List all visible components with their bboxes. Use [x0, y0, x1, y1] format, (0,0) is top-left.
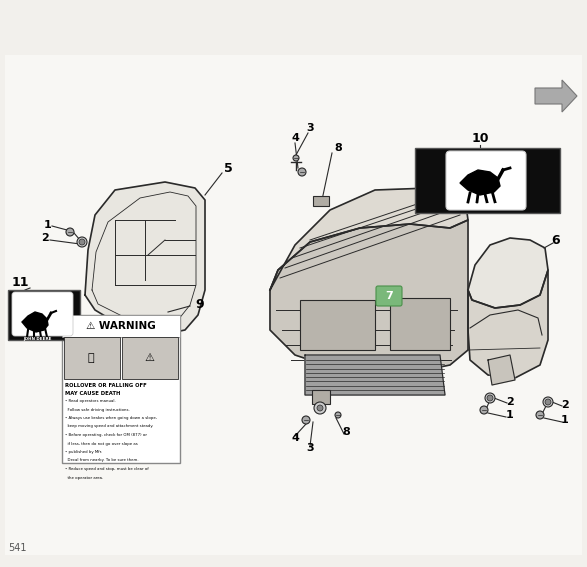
Circle shape — [314, 402, 326, 414]
Text: ⚠ WARNING: ⚠ WARNING — [86, 321, 156, 331]
Text: 5: 5 — [224, 162, 232, 175]
Text: JOHN DEERE: JOHN DEERE — [23, 337, 51, 341]
Polygon shape — [85, 182, 205, 335]
Bar — [415, 148, 560, 213]
Bar — [62, 315, 180, 337]
Text: 9: 9 — [195, 298, 204, 311]
Polygon shape — [460, 170, 500, 195]
Bar — [5, 55, 582, 555]
Text: 7: 7 — [385, 291, 393, 301]
Text: the operator area.: the operator area. — [65, 476, 103, 480]
Text: 6: 6 — [552, 234, 561, 247]
Bar — [8, 290, 80, 340]
Text: ⚠: ⚠ — [144, 353, 154, 363]
Polygon shape — [468, 270, 548, 378]
Circle shape — [302, 416, 310, 424]
Text: 2: 2 — [506, 397, 514, 407]
FancyBboxPatch shape — [376, 286, 402, 306]
Text: • Reduce speed and stop, must be clear of: • Reduce speed and stop, must be clear o… — [65, 467, 149, 471]
Text: ROLLOVER OR FALLING OFF: ROLLOVER OR FALLING OFF — [65, 383, 147, 388]
Bar — [300, 300, 375, 350]
Text: JOHN DEERE: JOHN DEERE — [468, 203, 506, 208]
Text: 8: 8 — [334, 143, 342, 153]
Circle shape — [485, 393, 495, 403]
Text: 10: 10 — [471, 132, 489, 145]
Text: • published by Mfr.: • published by Mfr. — [65, 450, 102, 454]
Text: Follow safe driving instructions.: Follow safe driving instructions. — [65, 408, 130, 412]
Text: keep moving speed and attachment steady.: keep moving speed and attachment steady. — [65, 425, 153, 429]
Text: 4: 4 — [291, 133, 299, 143]
Text: 2: 2 — [41, 233, 49, 243]
Text: if less, then do not go over slope as: if less, then do not go over slope as — [65, 442, 138, 446]
Text: 2: 2 — [561, 400, 569, 410]
Text: Decal from nearby. To be sure them.: Decal from nearby. To be sure them. — [65, 459, 139, 463]
Circle shape — [545, 399, 551, 405]
FancyBboxPatch shape — [446, 151, 526, 210]
Polygon shape — [305, 355, 445, 395]
Text: 3: 3 — [306, 443, 314, 453]
Bar — [312, 390, 330, 404]
Circle shape — [77, 237, 87, 247]
Circle shape — [543, 397, 553, 407]
Circle shape — [298, 168, 306, 176]
Circle shape — [293, 155, 299, 161]
Polygon shape — [535, 80, 577, 112]
Polygon shape — [488, 355, 515, 385]
Bar — [62, 315, 180, 463]
FancyBboxPatch shape — [12, 292, 73, 336]
Text: 3: 3 — [306, 123, 314, 133]
Text: 1: 1 — [506, 410, 514, 420]
Text: 11: 11 — [11, 276, 29, 289]
Bar — [390, 298, 450, 350]
Circle shape — [66, 228, 74, 236]
Text: • Always use brakes when going down a slope,: • Always use brakes when going down a sl… — [65, 416, 157, 420]
Circle shape — [317, 405, 323, 411]
Polygon shape — [270, 220, 468, 375]
Text: 1: 1 — [561, 415, 569, 425]
Bar — [122, 337, 178, 379]
Circle shape — [335, 412, 341, 418]
Text: 1: 1 — [44, 220, 52, 230]
Text: MAY CAUSE DEATH: MAY CAUSE DEATH — [65, 391, 120, 396]
Circle shape — [487, 395, 493, 401]
Polygon shape — [270, 188, 468, 290]
Text: 🚜: 🚜 — [87, 353, 95, 363]
Bar — [313, 196, 329, 206]
Bar — [64, 337, 120, 379]
Circle shape — [480, 406, 488, 414]
Text: 4: 4 — [291, 433, 299, 443]
Circle shape — [536, 411, 544, 419]
Text: 541: 541 — [8, 543, 26, 553]
Polygon shape — [22, 312, 48, 332]
Text: 8: 8 — [342, 427, 350, 437]
Circle shape — [79, 239, 85, 245]
Polygon shape — [468, 238, 548, 308]
Text: • Before operating, check for OM (877) or: • Before operating, check for OM (877) o… — [65, 433, 147, 437]
Text: • Read operators manual.: • Read operators manual. — [65, 399, 116, 403]
